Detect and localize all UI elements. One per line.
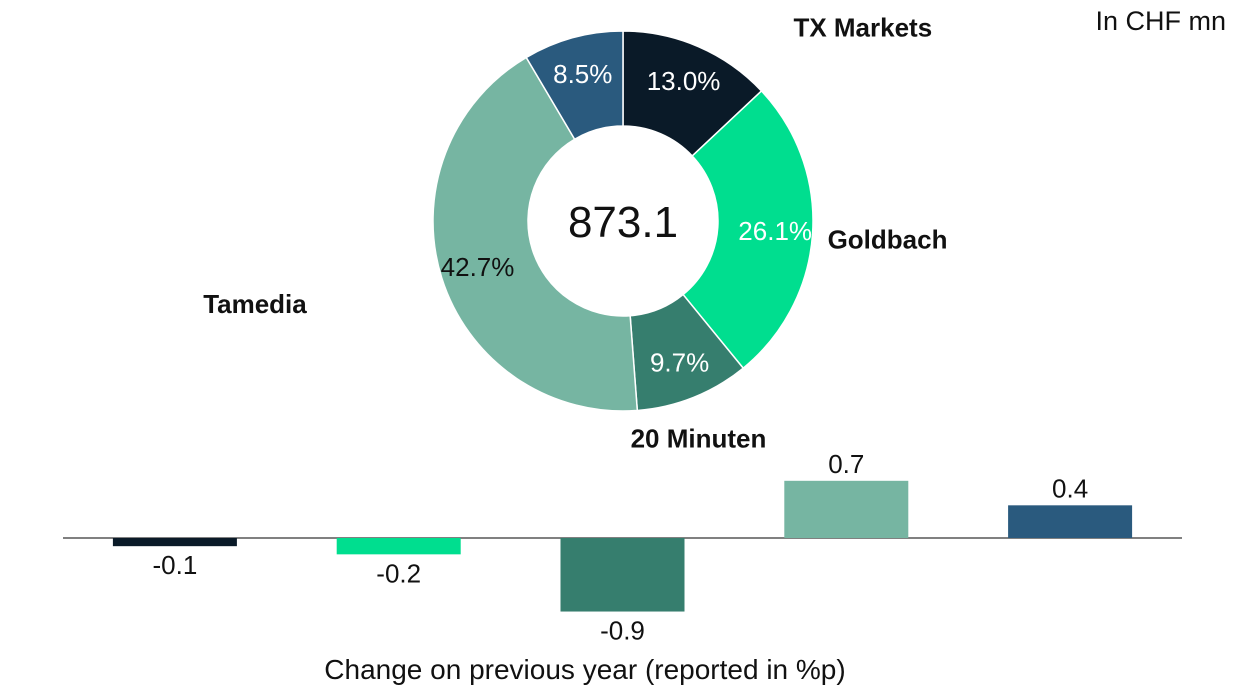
donut-pct-label: 9.7%	[650, 348, 709, 378]
donut-category-label-tx-markets: TX Markets	[793, 13, 932, 43]
donut-category-label-20-minuten: 20 Minuten	[631, 423, 767, 453]
bar-tamedia	[784, 480, 909, 538]
bar-value-label: 0.4	[1052, 473, 1088, 503]
donut-pct-label: 13.0%	[647, 66, 721, 96]
bar-group-and-ventures	[1008, 505, 1133, 538]
donut-center-total: 873.1	[568, 198, 678, 247]
donut-pct-label: 26.1%	[738, 216, 812, 246]
unit-label: In CHF mn	[1095, 6, 1226, 36]
donut-category-label-goldbach: Goldbach	[828, 225, 948, 255]
donut-pct-label: 42.7%	[441, 252, 515, 282]
bar-value-label: -0.1	[152, 550, 197, 580]
bar-goldbach	[336, 538, 461, 555]
bar-value-label: -0.9	[600, 616, 645, 646]
bar-tx-markets	[112, 538, 237, 547]
donut-slice-goldbach	[682, 89, 814, 370]
bar-chart-caption: Change on previous year (reported in %p)	[324, 654, 846, 685]
donut-chart: 13.0% TX Markets 26.1% Goldbach 9.7% 20 Minut…	[203, 13, 948, 454]
bar-chart: -0.1 -0.2 -0.9 0.7 0.4	[63, 449, 1182, 646]
bar-value-label: -0.2	[376, 558, 421, 588]
donut-category-label-tamedia: Tamedia	[203, 289, 307, 319]
donut-slice-tamedia	[432, 56, 639, 412]
bar-value-label: 0.7	[828, 449, 864, 479]
donut-pct-label: 8.5%	[553, 59, 612, 89]
donut-slice-group-and-ventures	[525, 30, 624, 141]
bar-20-minuten	[560, 538, 685, 612]
